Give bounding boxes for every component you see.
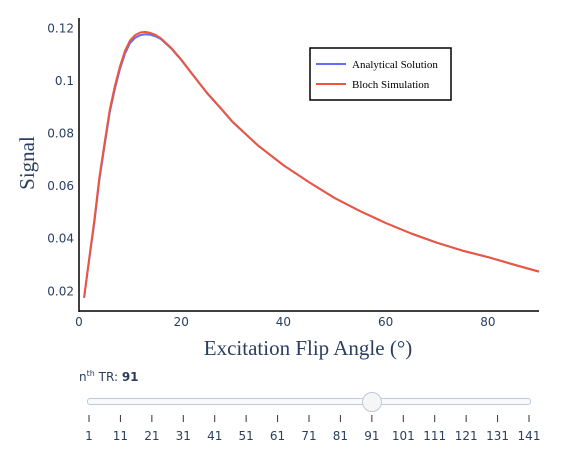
- slider-step-label[interactable]: 1: [85, 429, 93, 443]
- series-lines: [83, 30, 540, 299]
- legend-label-analytical: Analytical Solution: [352, 59, 438, 71]
- x-tick-label: 20: [174, 315, 189, 329]
- legend-box: [309, 47, 452, 101]
- slider-step-label[interactable]: 141: [518, 429, 541, 443]
- slider-prefix-sup: th: [86, 369, 95, 378]
- slider-step-label[interactable]: 71: [301, 429, 316, 443]
- slider-current-value: 91: [121, 370, 139, 384]
- slider-step-label[interactable]: 61: [270, 429, 285, 443]
- slider-step-label[interactable]: 131: [486, 429, 509, 443]
- slider-step-label[interactable]: 91: [364, 429, 379, 443]
- y-axis-ticks: 0.02 0.04 0.06 0.08 0.1 0.12: [47, 22, 74, 299]
- slider-steps: 1 11 21 31 41 51 61 71 81 91 101 111 121 131 141: [85, 415, 541, 443]
- y-tick-label: 0.1: [55, 74, 74, 88]
- slider-label: nth TR: 91: [79, 369, 139, 384]
- slider-step-label[interactable]: 111: [423, 429, 446, 443]
- slider-step-label[interactable]: 51: [239, 429, 254, 443]
- x-tick-label: 40: [276, 315, 291, 329]
- slider-step-label[interactable]: 121: [455, 429, 478, 443]
- y-axis-title: Signal: [15, 136, 39, 190]
- slider-prefix: n: [79, 370, 87, 384]
- slider-prefix-rest: TR:: [94, 370, 122, 384]
- x-axis-ticks: 0 20 40 60 80: [75, 315, 495, 329]
- y-tick-label: 0.12: [47, 22, 74, 36]
- slider-step-label[interactable]: 21: [144, 429, 159, 443]
- chart: 0 20 40 60 80 0.02 0.04 0.06 0.08 0.1 0.12 Excita…: [15, 18, 540, 360]
- x-tick-label: 0: [75, 315, 83, 329]
- y-tick-label: 0.04: [47, 232, 74, 246]
- slider-step-label[interactable]: 81: [333, 429, 348, 443]
- y-tick-label: 0.02: [47, 284, 74, 298]
- slider-step-label[interactable]: 101: [392, 429, 415, 443]
- slider-track[interactable]: [87, 398, 531, 405]
- y-tick-label: 0.08: [47, 127, 74, 141]
- slider-step-label[interactable]: 31: [176, 429, 191, 443]
- slider-handle[interactable]: [361, 392, 382, 412]
- x-tick-label: 80: [480, 315, 495, 329]
- x-tick-label: 60: [378, 315, 393, 329]
- plot-area: [78, 18, 539, 312]
- legend[interactable]: Analytical Solution Bloch Simulation: [309, 47, 452, 101]
- x-axis-title: Excitation Flip Angle (°): [204, 336, 412, 360]
- slider-step-label[interactable]: 41: [207, 429, 222, 443]
- legend-label-bloch: Bloch Simulation: [352, 79, 430, 91]
- slider-step-label[interactable]: 11: [113, 429, 128, 443]
- y-tick-label: 0.06: [47, 179, 74, 193]
- series-line-bloch: [83, 30, 540, 298]
